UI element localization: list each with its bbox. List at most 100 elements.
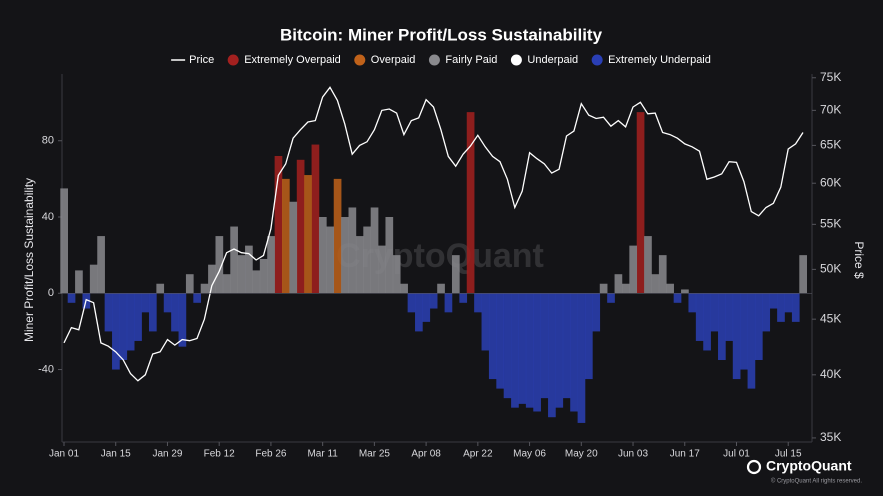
x-tick-label: Mar 25	[359, 449, 391, 460]
legend-label: Underpaid	[527, 54, 578, 66]
area-segment	[385, 217, 394, 294]
y2-tick-label: 35K	[820, 430, 841, 444]
area-segment	[488, 293, 497, 380]
area-segment	[644, 236, 652, 294]
x-tick-label: Jan 15	[101, 449, 131, 460]
area-segment	[289, 201, 298, 294]
area-segment	[208, 264, 216, 294]
legend-dot	[591, 54, 603, 66]
area-segment	[754, 293, 763, 361]
area-segment	[607, 293, 615, 303]
legend-label: Price	[189, 54, 214, 66]
area-segment	[503, 293, 512, 399]
area-segment	[282, 178, 290, 294]
area-segment	[777, 293, 785, 322]
y-axis-label: Miner Profit/Loss Sustainability	[22, 178, 36, 342]
logo: CryptoQuant	[766, 458, 852, 474]
area-segment	[688, 293, 697, 313]
area-segment	[474, 293, 482, 313]
area-segment	[104, 293, 113, 332]
area-segment	[629, 245, 638, 294]
x-tick-label: Mar 11	[307, 449, 338, 460]
area-segment	[252, 270, 261, 294]
x-tick-label: Feb 26	[255, 449, 287, 460]
area-segment	[237, 255, 246, 294]
area-segment	[592, 293, 601, 332]
y-tick-label: 40	[42, 211, 54, 223]
area-segment	[673, 293, 682, 303]
area-segment	[747, 293, 756, 389]
area-segment	[740, 293, 748, 370]
area-segment	[267, 236, 275, 294]
area-segment	[791, 293, 800, 322]
x-tick-label: Jan 01	[49, 449, 79, 460]
area-segment	[341, 217, 349, 294]
area-segment	[148, 293, 157, 332]
area-segment	[718, 293, 726, 361]
area-segment	[540, 293, 549, 399]
area-segment	[112, 293, 120, 370]
x-tick-label: Apr 08	[411, 449, 441, 460]
area-segment	[274, 155, 283, 294]
area-segment	[259, 258, 268, 294]
area-segment	[407, 293, 416, 313]
area-segment	[400, 283, 408, 294]
legend-dot	[428, 54, 440, 66]
area-segment	[97, 236, 105, 294]
area-segment	[296, 159, 305, 294]
x-tick-label: Apr 22	[463, 449, 493, 460]
area-segment	[171, 293, 179, 332]
y-tick-label: 0	[48, 287, 54, 299]
y-tick-label: -40	[38, 363, 54, 375]
chart-title: Bitcoin: Miner Profit/Loss Sustainabilit…	[280, 25, 603, 44]
area-segment	[163, 293, 172, 313]
y2-tick-label: 40K	[820, 367, 841, 381]
copyright: © CryptoQuant All rights reserved.	[771, 478, 862, 485]
area-segment	[348, 207, 357, 294]
area-segment	[437, 283, 445, 294]
area-segment	[451, 255, 460, 294]
x-tick-label: Jun 03	[618, 449, 648, 460]
logo-icon	[746, 459, 762, 475]
area-segment	[725, 293, 734, 341]
area-segment	[67, 293, 76, 303]
area-segment	[599, 283, 608, 294]
area-segment	[459, 293, 468, 303]
area-segment	[732, 293, 741, 380]
area-segment	[333, 178, 342, 294]
area-segment	[762, 293, 771, 332]
x-tick-label: May 20	[565, 449, 598, 460]
y2-axis-label: Price $	[852, 241, 866, 279]
area-segment	[363, 226, 371, 294]
y2-tick-label: 60K	[820, 175, 841, 189]
area-segment	[422, 293, 431, 322]
area-segment	[60, 188, 68, 294]
area-segment	[570, 293, 578, 412]
area-segment	[156, 283, 165, 294]
area-segment	[193, 293, 202, 303]
area-segment	[562, 293, 571, 399]
area-segment	[429, 293, 438, 309]
legend: Price Extremely Overpaid Overpaid Fairly Pa…	[171, 54, 711, 66]
area-segment	[769, 293, 778, 309]
x-tick-label: Jul 15	[775, 449, 802, 460]
area-segment	[525, 293, 534, 408]
y2-tick-label: 70K	[820, 103, 841, 117]
price-line	[63, 86, 804, 382]
area-segment	[496, 293, 505, 389]
x-tick-label: Jun 17	[670, 449, 700, 460]
area-segment	[444, 293, 453, 313]
area-segment	[178, 293, 187, 347]
area-segment	[681, 289, 689, 294]
y2-tick-label: 55K	[820, 217, 841, 231]
area-segment	[784, 293, 793, 313]
area-segment	[392, 255, 401, 294]
area-segment	[326, 226, 335, 294]
area-segment	[89, 264, 98, 294]
area-segment	[415, 293, 423, 332]
area-segment	[134, 293, 142, 341]
area-segment	[703, 293, 711, 351]
y2-tick-label: 75K	[820, 70, 841, 84]
